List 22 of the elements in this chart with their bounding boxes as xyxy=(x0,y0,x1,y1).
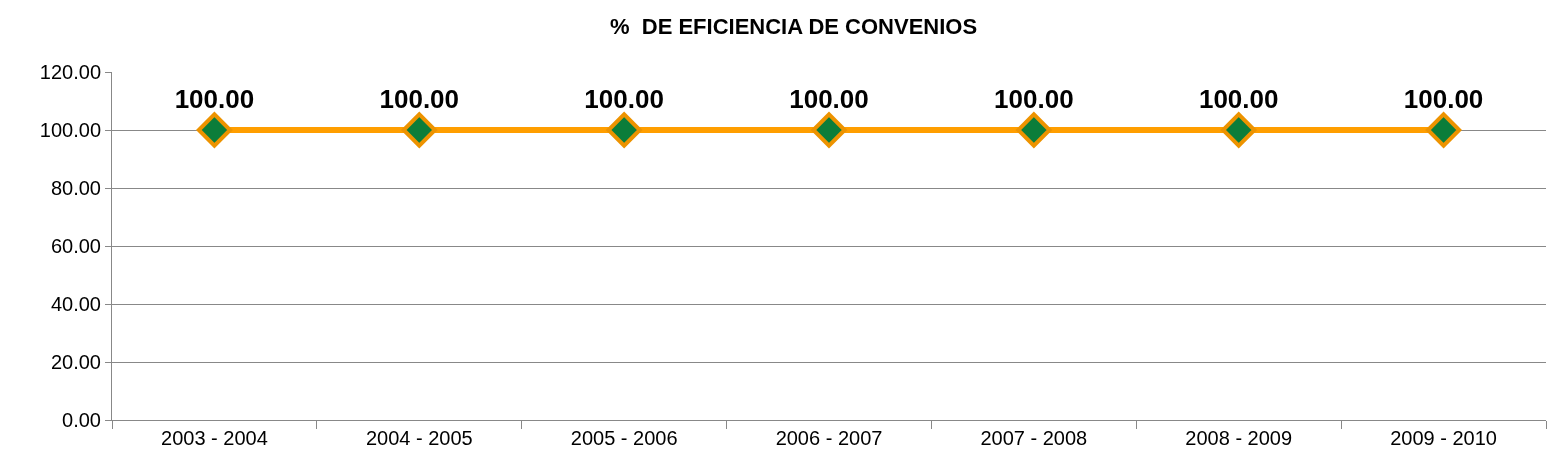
x-tick-label: 2006 - 2007 xyxy=(775,427,883,449)
y-tick-label: 120.00 xyxy=(39,61,101,83)
data-label: 100.00 xyxy=(174,83,255,114)
data-label: 100.00 xyxy=(1403,83,1484,114)
x-tick-label: 2005 - 2006 xyxy=(570,427,678,449)
x-tick-label: 2003 - 2004 xyxy=(161,427,268,449)
y-tick-label: 0.00 xyxy=(62,409,101,431)
data-label: 100.00 xyxy=(994,83,1074,114)
y-tick-label: 20.00 xyxy=(50,351,101,373)
data-label: 100.00 xyxy=(789,83,869,114)
data-label: 100.00 xyxy=(584,83,664,114)
y-tick-label: 40.00 xyxy=(50,293,101,315)
data-label: 100.00 xyxy=(379,83,460,114)
x-tick-label: 2007 - 2008 xyxy=(980,427,1088,449)
x-tick-label: 2004 - 2005 xyxy=(365,427,473,449)
x-tick-label: 2009 - 2010 xyxy=(1390,427,1497,449)
y-tick-label: 100.00 xyxy=(39,119,101,141)
chart-title: % DE EFICIENCIA DE CONVENIOS xyxy=(610,14,978,40)
x-tick-label: 2008 - 2009 xyxy=(1185,427,1293,449)
y-tick-label: 80.00 xyxy=(50,177,101,199)
data-label: 100.00 xyxy=(1198,83,1279,114)
y-tick-label: 60.00 xyxy=(50,235,101,257)
